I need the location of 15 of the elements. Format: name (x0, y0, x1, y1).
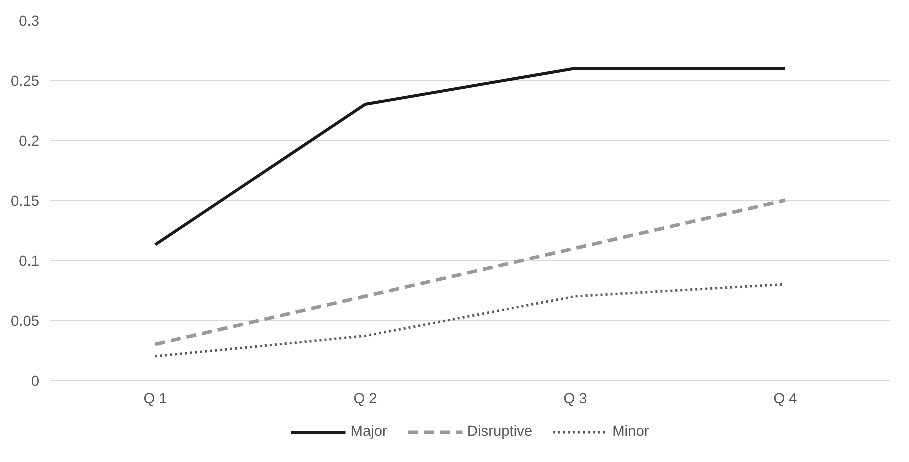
y-tick-label: 0.2 (19, 134, 40, 150)
y-tick-label: 0.1 (19, 254, 40, 270)
line-series (154, 198, 788, 346)
y-tick-label: 0.25 (10, 74, 40, 90)
y-tick-label: 0.05 (10, 314, 40, 330)
y-tick-label: 0 (31, 374, 40, 390)
y-tick-label: 0.3 (19, 14, 40, 30)
legend-label: Major (350, 424, 388, 440)
x-tick-label: Q 4 (774, 392, 798, 408)
x-tick-label: Q 2 (354, 392, 378, 408)
y-tick-label: 0.15 (10, 194, 40, 210)
legend-label: Minor (612, 424, 650, 440)
x-tick-label: Q 1 (144, 392, 168, 408)
x-tick-label: Q 3 (564, 392, 588, 408)
legend-label: Disruptive (467, 424, 533, 440)
